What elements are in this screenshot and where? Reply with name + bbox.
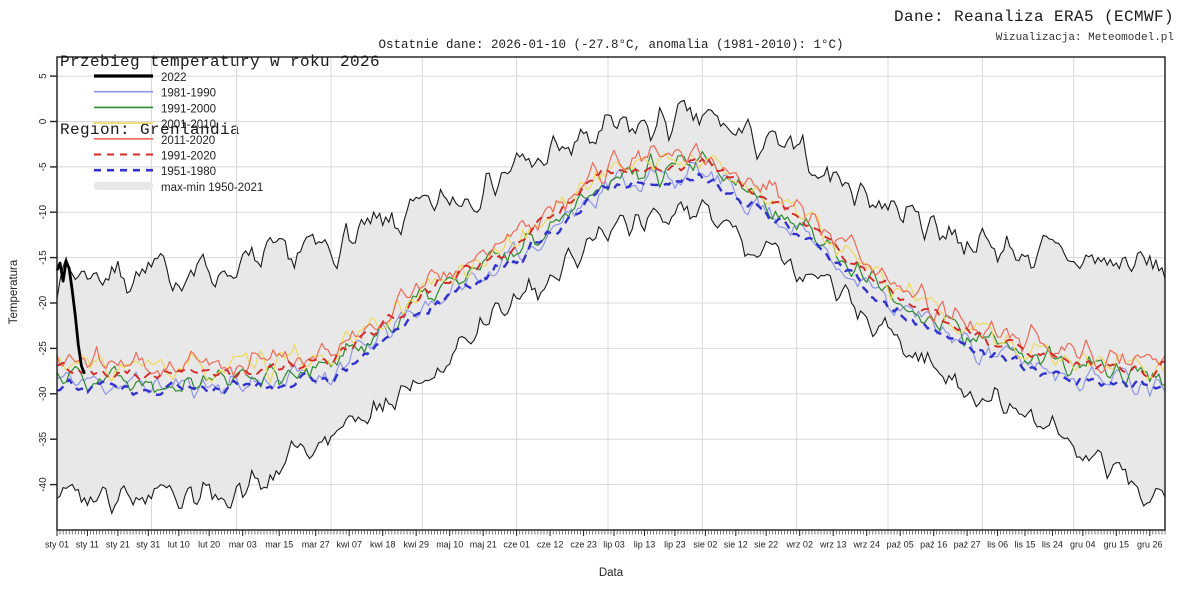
- x-tick-label: sty 11: [76, 540, 99, 550]
- band-max-line: [56, 99, 1166, 299]
- legend-swatch-band: [94, 181, 153, 190]
- legend-item-label: 1991-2000: [161, 103, 216, 115]
- legend-item-label: 2001-2010: [161, 119, 216, 131]
- x-tick-label: sty 31: [136, 540, 160, 550]
- legend: 2022 1981-1990 1991-2000 2001-2010 2011-2020…: [94, 72, 263, 194]
- y-tick-label: 0: [38, 118, 49, 124]
- x-axis-title: Data: [598, 567, 624, 579]
- legend-item-label: 2011-2020: [161, 135, 215, 147]
- band-min-line: [56, 198, 1166, 516]
- x-tick-label: sie 22: [754, 540, 778, 550]
- x-tick-label: lip 23: [664, 540, 686, 550]
- x-tick-label: lut 10: [168, 540, 190, 550]
- series-2001-2010: [56, 152, 1166, 384]
- y-tick-label: 5: [38, 73, 49, 79]
- x-tick-label: wrz 02: [785, 540, 813, 550]
- series-1991-2000: [56, 150, 1166, 393]
- visualization-credit: Wizualizacja: Meteomodel.pl: [995, 31, 1174, 44]
- legend-item-label: 1991-2020: [161, 151, 216, 163]
- x-tick-label: mar 03: [229, 540, 257, 550]
- x-tick-label: wrz 24: [852, 540, 880, 550]
- x-tick-label: lis 06: [987, 540, 1008, 550]
- y-tick-label: -35: [38, 432, 49, 447]
- series-1951-1980: [56, 172, 1166, 396]
- x-tick-label: maj 21: [470, 540, 497, 550]
- x-tick-label: paź 16: [920, 540, 947, 550]
- x-tick-label: sty 21: [106, 540, 130, 550]
- x-tick-label: wrz 13: [819, 540, 847, 550]
- series-2022: [55, 259, 86, 375]
- data-source-label: Dane: Reanaliza ERA5 (ECMWF): [893, 8, 1174, 26]
- x-tick-label: sty 01: [45, 540, 69, 550]
- x-tick-label: kwi 18: [370, 540, 396, 550]
- x-tick-label: lis 24: [1042, 540, 1063, 550]
- x-tick-label: cze 23: [570, 540, 597, 550]
- legend-item-label: 1981-1990: [161, 88, 216, 100]
- y-tick-label: -40: [38, 477, 49, 492]
- series-2011-2020: [56, 142, 1166, 377]
- x-tick-label: kwi 07: [336, 540, 362, 550]
- x-tick-label: cze 01: [503, 540, 530, 550]
- x-tick-label: cze 12: [537, 540, 564, 550]
- chart-source-block: Dane: Reanaliza ERA5 (ECMWF) Wizualizacj…: [894, 6, 1174, 44]
- y-tick-label: -10: [38, 205, 49, 220]
- x-tick-label: kwi 29: [403, 540, 429, 550]
- series-1981-1990: [56, 161, 1166, 399]
- band-max-min: [56, 99, 1166, 516]
- y-tick-label: -30: [38, 386, 49, 401]
- legend-item-label: 2022: [161, 72, 187, 84]
- x-tick-label: sie 02: [693, 540, 717, 550]
- x-tick-label: mar 27: [302, 540, 330, 550]
- legend-item-label: 1951-1980: [161, 166, 216, 178]
- y-tick-label: -5: [38, 162, 49, 171]
- x-tick-label: lip 13: [634, 540, 656, 550]
- x-tick-label: mar 15: [265, 540, 293, 550]
- x-tick-label: lut 20: [198, 540, 220, 550]
- y-tick-label: -20: [38, 295, 49, 310]
- y-tick-label: -25: [38, 341, 49, 356]
- x-tick-label: paź 05: [887, 540, 914, 550]
- x-tick-label: maj 10: [436, 540, 463, 550]
- series-1991-2020: [56, 157, 1166, 382]
- x-tick-label: sie 12: [724, 540, 748, 550]
- x-tick-label: gru 15: [1104, 540, 1130, 550]
- chart-region-subtitle: Region: Grenlandia: [60, 120, 241, 139]
- y-tick-label: -15: [38, 250, 49, 265]
- x-tick-label: gru 26: [1137, 540, 1163, 550]
- x-axis: sty 01 sty 11 sty 21 sty 31 lut 10 lut 20 mar …: [45, 530, 1166, 550]
- series-lines: [55, 142, 1166, 399]
- y-axis-title: Temperatura: [8, 259, 20, 325]
- legend-item-label: max-min 1950-2021: [161, 182, 263, 194]
- x-tick-label: lis 15: [1014, 540, 1035, 550]
- x-tick-label: lip 03: [603, 540, 625, 550]
- x-tick-label: paź 27: [954, 540, 981, 550]
- last-data-note: Ostatnie dane: 2026-01-10 (-27.8°C, anom…: [378, 38, 844, 52]
- x-tick-label: gru 04: [1070, 540, 1096, 550]
- y-axis: 5 0 -5 -10 -15 -20 -25 -30 -35 -40: [38, 73, 57, 492]
